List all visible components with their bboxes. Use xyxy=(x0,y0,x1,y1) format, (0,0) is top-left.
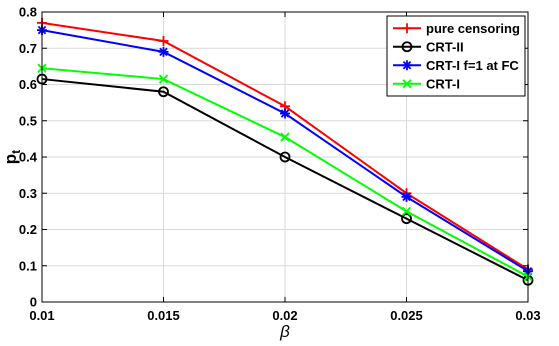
y-axis-label: pt xyxy=(1,150,23,164)
y-tick-label: 0.2 xyxy=(19,222,37,237)
data-point-star-marker xyxy=(158,46,169,57)
data-point-plus-marker xyxy=(402,23,412,34)
y-tick-label: 0.3 xyxy=(19,186,37,201)
data-point-circle-marker xyxy=(401,41,413,53)
data-point-star-marker xyxy=(280,108,290,119)
axis-ticks: 0 0.1 0.2 0.3 0.4 0.5 0.6 0.7 0.8 0.01 0.015 0.02 0.… xyxy=(19,5,541,324)
y-tick-label: 0.7 xyxy=(19,41,37,56)
y-tick-label: 0.8 xyxy=(19,5,37,20)
data-point-star-marker xyxy=(402,60,412,71)
legend-label: CRT-II xyxy=(426,39,464,54)
legend-box xyxy=(386,15,526,97)
series-2 xyxy=(37,25,533,277)
data-point-circle-marker xyxy=(279,151,291,163)
x-tick-label: 0.015 xyxy=(147,308,180,323)
series-lines xyxy=(36,17,534,286)
data-point-plus-marker xyxy=(158,36,169,46)
y-tick-label: 0.4 xyxy=(19,150,38,165)
series-line xyxy=(41,78,529,282)
data-point-x-marker xyxy=(280,132,290,142)
legend: pure censoring CRT-II CRT-I f=1 at FC CRT-I xyxy=(386,15,526,97)
y-tick-label: 0 xyxy=(30,295,37,310)
legend-label: CRT-I f=1 at FC xyxy=(426,58,519,73)
legend-entry: pure censoring xyxy=(393,21,520,36)
legend-label: pure censoring xyxy=(426,21,520,36)
legend-entry: CRT-I xyxy=(393,76,460,91)
legend-entry: CRT-I f=1 at FC xyxy=(393,58,519,73)
y-axis-label-main: p xyxy=(1,154,20,164)
y-tick-label: 0.6 xyxy=(19,77,37,92)
data-point-x-marker xyxy=(402,79,412,89)
data-point-x-marker xyxy=(401,206,412,217)
x-tick-label: 0.02 xyxy=(272,308,297,323)
data-point-x-marker xyxy=(158,74,169,84)
y-axis-label-subscript: t xyxy=(9,150,23,154)
legend-label: CRT-I xyxy=(426,76,460,91)
data-point-circle-marker xyxy=(401,213,412,225)
data-point-star-marker xyxy=(401,191,412,202)
x-tick-label: 0.03 xyxy=(515,308,540,323)
x-tick-label: 0.025 xyxy=(390,308,423,323)
y-tick-label: 0.5 xyxy=(19,113,37,128)
x-axis-label: β xyxy=(279,322,290,341)
y-tick-label: 0.1 xyxy=(19,258,37,273)
data-point-circle-marker xyxy=(158,86,169,98)
legend-entry: CRT-II xyxy=(393,39,464,54)
x-tick-label: 0.01 xyxy=(29,308,54,323)
